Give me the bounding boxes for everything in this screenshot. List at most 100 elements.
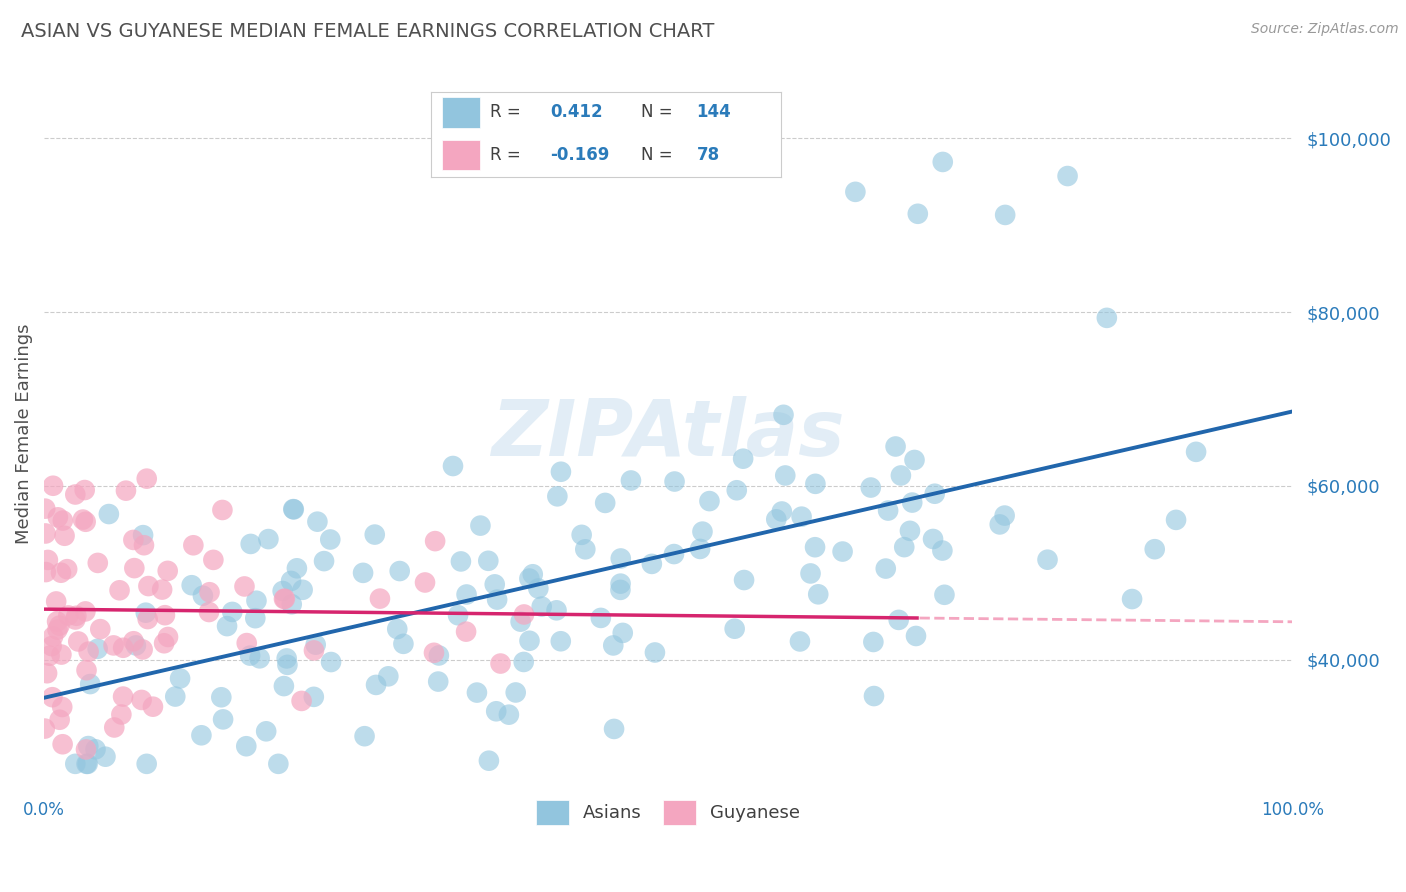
Point	[804, 540, 827, 554]
Point	[441, 458, 464, 473]
Point	[725, 483, 748, 498]
Point	[110, 707, 132, 722]
Point	[35, 666, 58, 681]
Point	[165, 690, 187, 704]
Point	[1143, 542, 1166, 557]
Point	[245, 611, 267, 625]
Point	[489, 657, 512, 671]
Point	[235, 636, 257, 650]
Text: Source: ZipAtlas.com: Source: ZipAtlas.com	[1251, 22, 1399, 37]
Point	[280, 597, 302, 611]
Point	[641, 557, 664, 571]
Point	[423, 534, 446, 549]
Point	[108, 583, 131, 598]
Point	[72, 512, 94, 526]
Point	[884, 440, 907, 454]
Point	[413, 575, 436, 590]
Point	[589, 611, 612, 625]
Point	[319, 655, 342, 669]
Point	[550, 465, 572, 479]
Point	[932, 155, 955, 169]
Point	[48, 713, 70, 727]
Point	[353, 729, 375, 743]
Point	[56, 562, 79, 576]
Point	[42, 630, 65, 644]
Point	[267, 756, 290, 771]
Point	[478, 754, 501, 768]
Point	[772, 408, 794, 422]
Point	[664, 475, 686, 489]
Point	[122, 533, 145, 547]
Point	[994, 508, 1017, 523]
Point	[931, 543, 953, 558]
Point	[427, 648, 450, 663]
Point	[546, 489, 568, 503]
Point	[387, 622, 409, 636]
Point	[65, 613, 87, 627]
Point	[46, 510, 69, 524]
Point	[221, 605, 243, 619]
Point	[644, 645, 666, 659]
Point	[150, 582, 173, 597]
Point	[48, 618, 70, 632]
Point	[52, 737, 75, 751]
Point	[198, 585, 221, 599]
Point	[612, 626, 634, 640]
Point	[84, 742, 107, 756]
Point	[65, 756, 87, 771]
Point	[135, 606, 157, 620]
Point	[233, 579, 256, 593]
Point	[862, 635, 884, 649]
Point	[863, 689, 886, 703]
Point	[89, 622, 111, 636]
Y-axis label: Median Female Earnings: Median Female Earnings	[15, 324, 32, 544]
Point	[136, 612, 159, 626]
Point	[893, 540, 915, 554]
Point	[733, 573, 755, 587]
Point	[609, 582, 631, 597]
Point	[699, 494, 721, 508]
Point	[212, 712, 235, 726]
Point	[202, 553, 225, 567]
Point	[807, 587, 830, 601]
Point	[312, 554, 335, 568]
Point	[423, 646, 446, 660]
Point	[45, 594, 67, 608]
Point	[859, 481, 882, 495]
Point	[180, 578, 202, 592]
Point	[388, 564, 411, 578]
Point	[283, 502, 305, 516]
Point	[122, 634, 145, 648]
Point	[307, 515, 329, 529]
Point	[94, 749, 117, 764]
Point	[46, 623, 69, 637]
Point	[903, 453, 925, 467]
Point	[156, 564, 179, 578]
Point	[875, 561, 897, 575]
Point	[603, 722, 626, 736]
Point	[519, 633, 541, 648]
Point	[505, 685, 527, 699]
Point	[198, 605, 221, 619]
Point	[368, 591, 391, 606]
Point	[34, 526, 56, 541]
Point	[125, 639, 148, 653]
Point	[153, 636, 176, 650]
Point	[38, 648, 60, 663]
Point	[498, 707, 520, 722]
Point	[254, 724, 277, 739]
Point	[302, 643, 325, 657]
Point	[291, 582, 314, 597]
Point	[131, 693, 153, 707]
Point	[454, 624, 477, 639]
Point	[364, 527, 387, 541]
Point	[546, 603, 568, 617]
Point	[280, 574, 302, 588]
Point	[290, 694, 312, 708]
Text: ZIPAtlas: ZIPAtlas	[492, 396, 845, 472]
Point	[124, 561, 146, 575]
Point	[988, 517, 1011, 532]
Point	[183, 538, 205, 552]
Point	[86, 641, 108, 656]
Point	[34, 722, 56, 736]
